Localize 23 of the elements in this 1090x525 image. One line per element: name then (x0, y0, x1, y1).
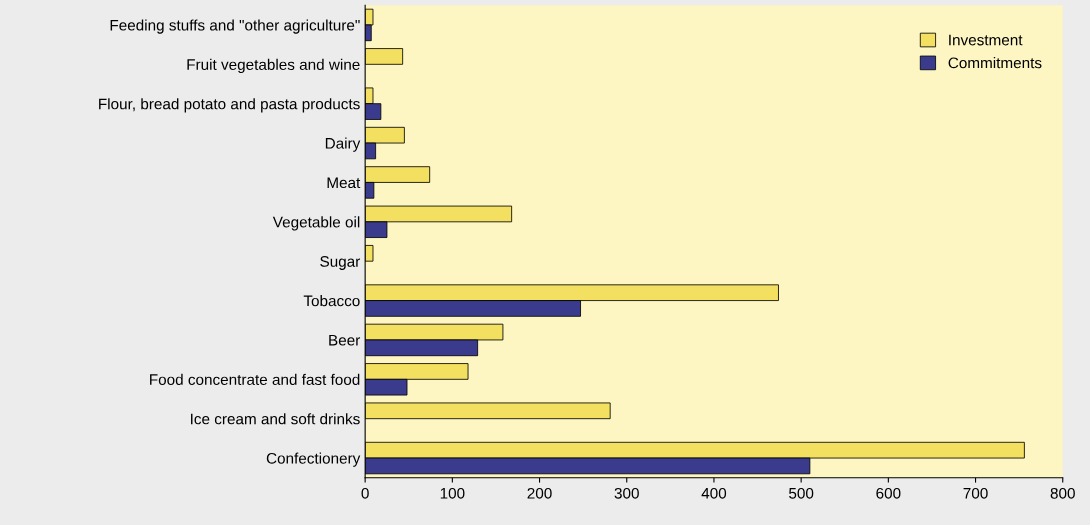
x-tick-label: 0 (361, 487, 369, 499)
y-tick-label: Dairy (325, 137, 361, 152)
x-tick-label: 800 (1050, 487, 1075, 499)
x-tick-label: 700 (963, 487, 988, 499)
x-tick-label: 500 (789, 487, 814, 499)
y-tick-label: Ice cream and soft drinks (191, 413, 360, 425)
legend-label: Investment (949, 34, 1023, 46)
legend-label: Commitments (948, 57, 1042, 69)
y-tick-label: Tobacco (303, 295, 360, 307)
x-tick-label: 200 (527, 487, 552, 499)
y-tick-label: Fruit vegetables and wine (187, 58, 360, 74)
x-tick-label: 100 (440, 487, 465, 499)
y-tick-label: Feeding stuffs and "other agriculture" (110, 19, 360, 34)
y-tick-label: Vegetable oil (272, 216, 360, 231)
y-tick-label: Food concentrate and fast food (150, 373, 360, 385)
y-tick-label: Flour, bread potato and pasta products (99, 98, 360, 113)
x-tick-label: 300 (614, 487, 639, 499)
y-tick-label: Meat (327, 177, 361, 189)
y-tick-label: Sugar (320, 256, 361, 270)
x-tick-label: 600 (876, 487, 901, 499)
y-tick-label: Confectionery (266, 452, 361, 467)
y-tick-label: Beer (329, 334, 361, 346)
x-tick-label: 400 (701, 487, 727, 499)
